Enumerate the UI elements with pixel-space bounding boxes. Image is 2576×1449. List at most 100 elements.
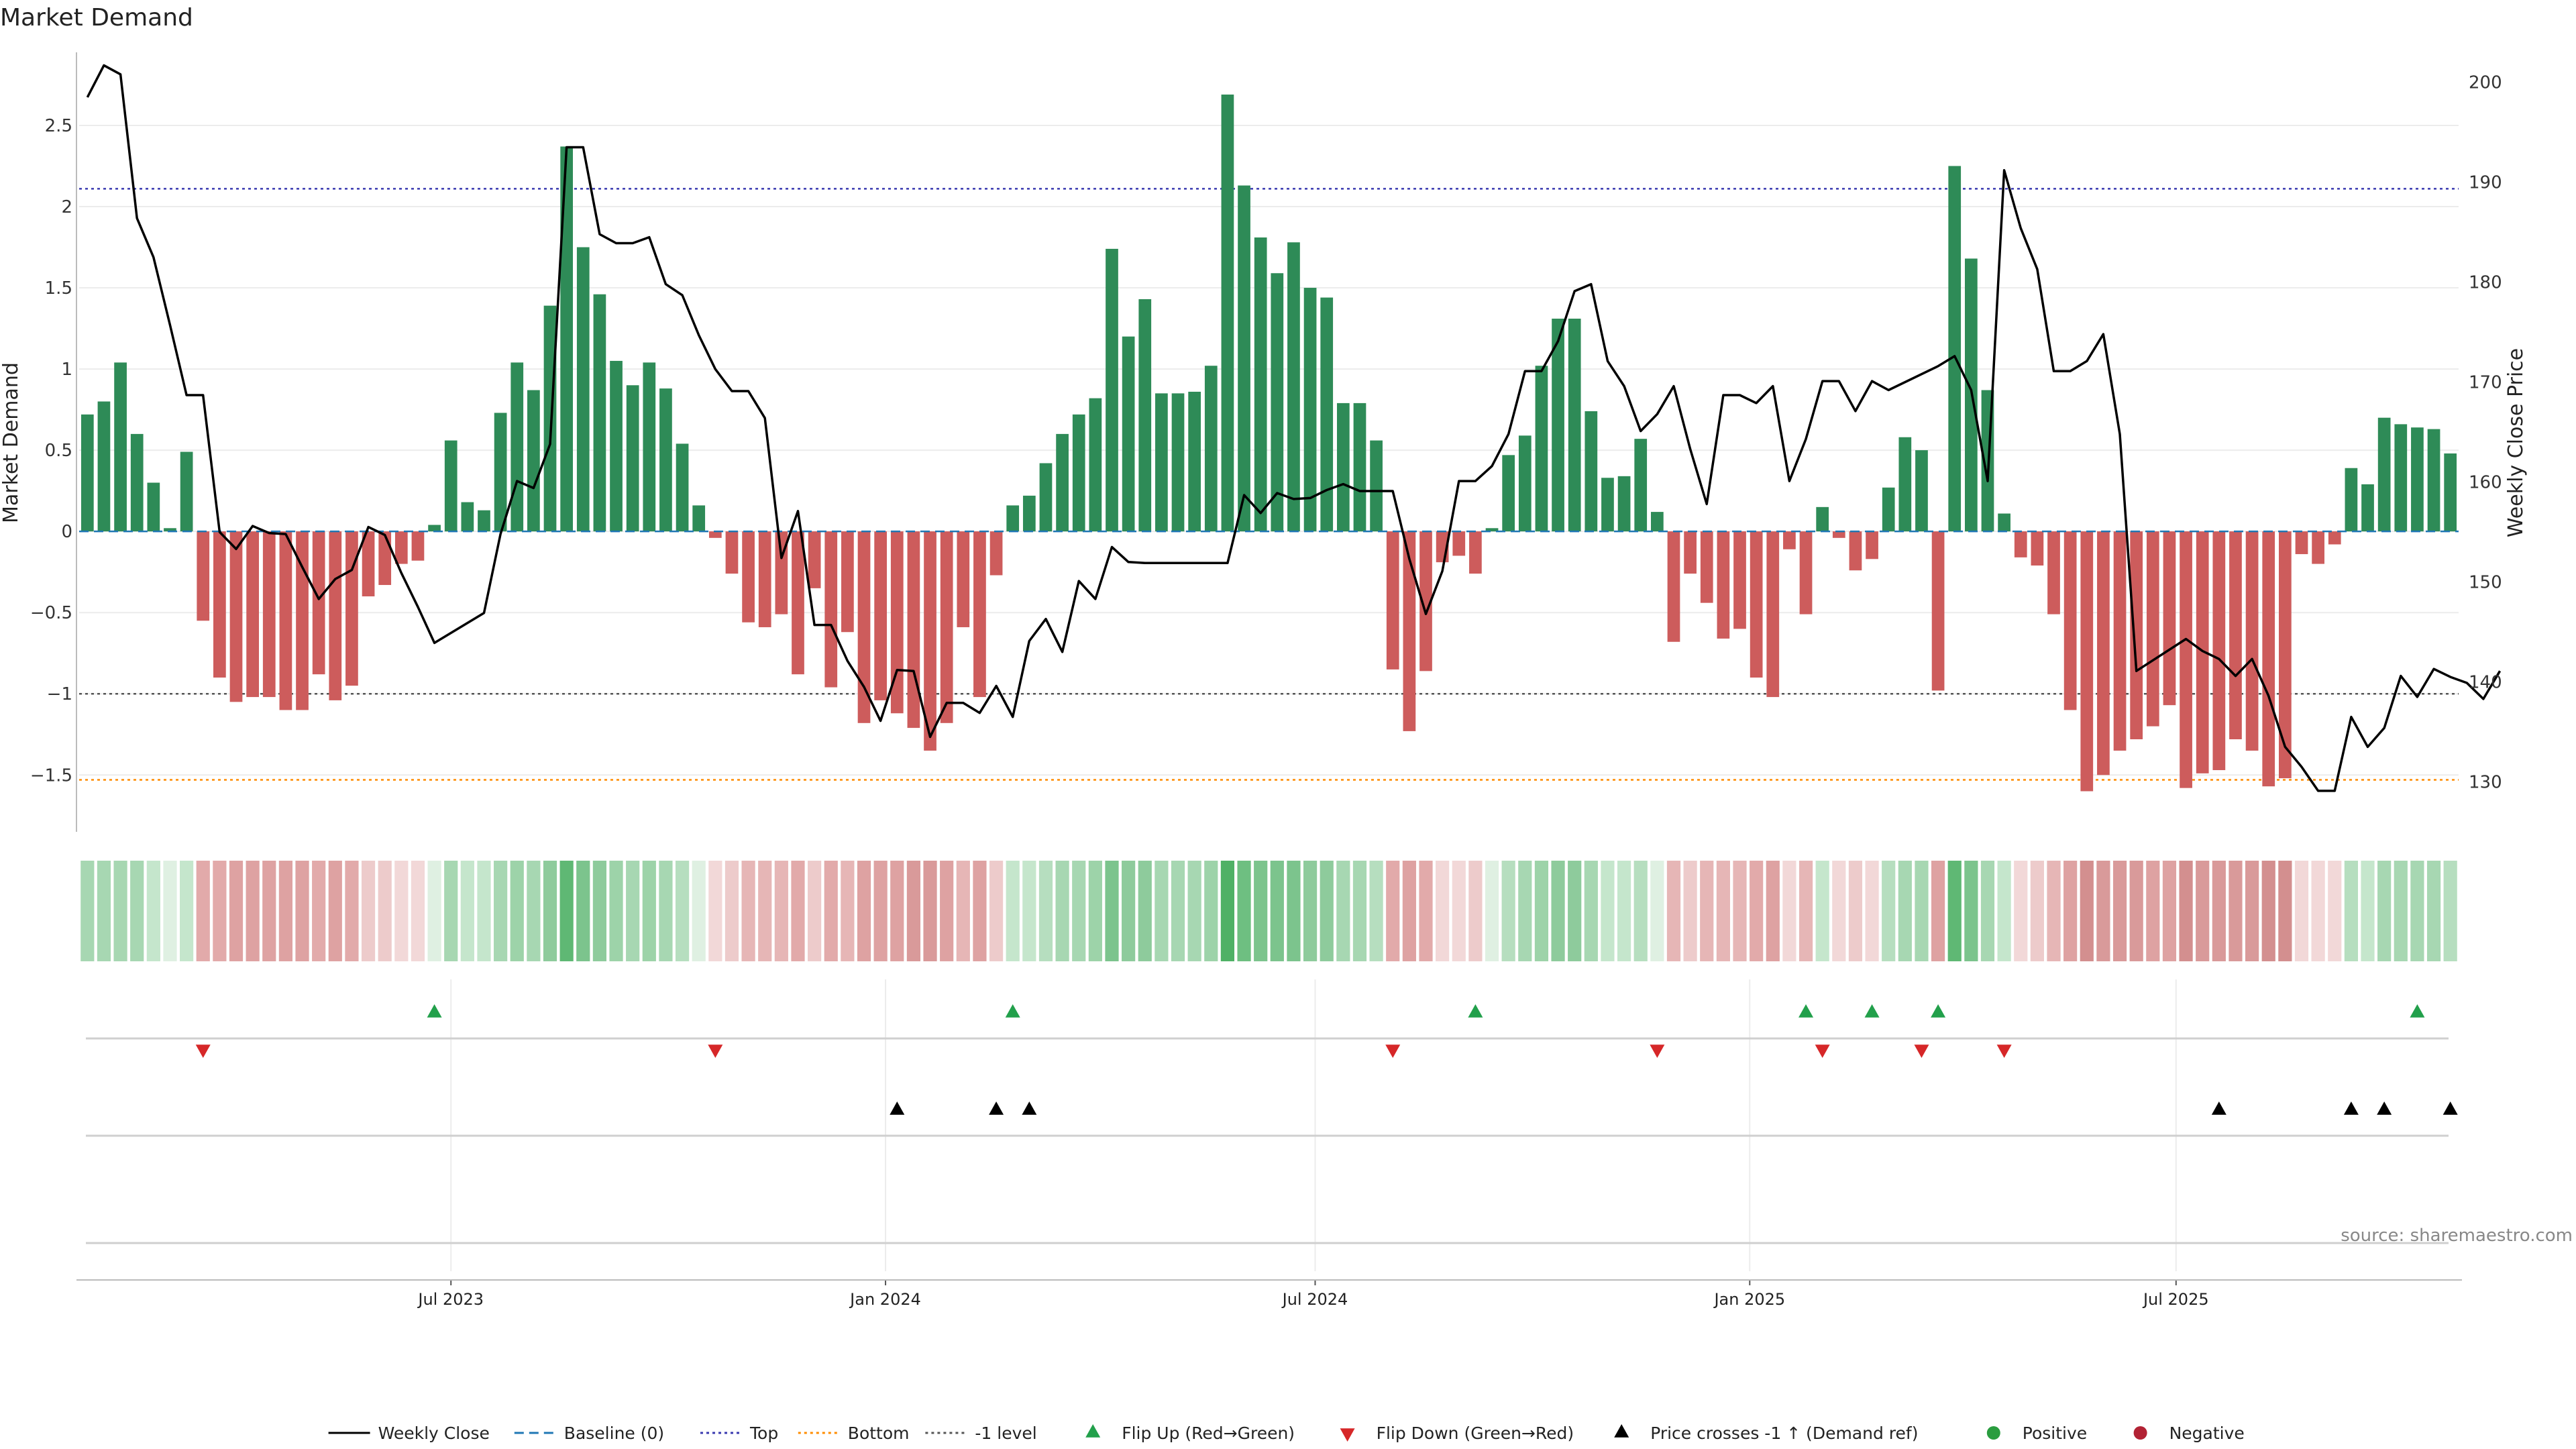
heat-band-cell xyxy=(1386,861,1400,961)
heat-band-cell xyxy=(923,861,937,961)
demand-bar xyxy=(1403,531,1416,731)
heat-band-cell xyxy=(196,861,210,961)
heat-band-cell xyxy=(1187,861,1201,961)
demand-bar xyxy=(543,305,557,532)
heat-band-cell xyxy=(1782,861,1796,961)
heat-band-cell xyxy=(1584,861,1598,961)
heat-band-cell xyxy=(824,861,838,961)
y-tick-label-left: −1.5 xyxy=(30,765,72,786)
demand-bar xyxy=(2163,531,2176,706)
heat-band-cell xyxy=(559,861,574,961)
heat-band-cell xyxy=(1006,861,1020,961)
heat-band-cell xyxy=(2080,861,2094,961)
demand-bar xyxy=(1849,531,1862,571)
heat-band-cell xyxy=(97,861,111,961)
source-note: source: sharemaestro.com xyxy=(2341,1226,2573,1246)
heat-band-cell xyxy=(1633,861,1648,961)
demand-bar xyxy=(1931,531,1945,691)
demand-bar xyxy=(2014,531,2027,557)
demand-bar xyxy=(1022,495,1036,532)
demand-bar xyxy=(1832,531,1845,538)
heat-band-cell xyxy=(394,861,409,961)
demand-bar xyxy=(1336,402,1350,532)
demand-bar xyxy=(1866,531,1878,559)
demand-bar xyxy=(1370,440,1383,532)
demand-heat-band xyxy=(80,861,2457,961)
demand-bar xyxy=(428,525,441,532)
demand-bar xyxy=(2031,531,2044,566)
demand-bar xyxy=(2063,531,2077,710)
heat-band-cell xyxy=(857,861,871,961)
demand-bar xyxy=(1552,319,1564,532)
y-tick-label-left: 1 xyxy=(61,360,72,380)
heat-band-cell xyxy=(1352,861,1367,961)
heat-band-cell xyxy=(1666,861,1681,961)
demand-bar xyxy=(1750,531,1763,678)
demand-bar xyxy=(1617,476,1631,532)
heat-band-cell xyxy=(1551,861,1565,961)
demand-bar xyxy=(1303,288,1317,532)
heat-band-cell xyxy=(2096,861,2110,961)
heat-band-cell xyxy=(130,861,144,961)
demand-bar xyxy=(610,360,623,532)
heat-band-cell xyxy=(1534,861,1549,961)
heat-band-cell xyxy=(328,861,342,961)
heat-band-cell xyxy=(2245,861,2259,961)
y-tick-label-right: 130 xyxy=(2469,773,2502,793)
heat-band-cell xyxy=(113,861,127,961)
legend-label: Positive xyxy=(2023,1424,2087,1443)
demand-bar xyxy=(2113,531,2127,751)
demand-bar xyxy=(1122,336,1135,532)
heat-band-cell xyxy=(312,861,326,961)
legend-item: Negative xyxy=(2133,1424,2245,1443)
demand-bar xyxy=(593,294,606,532)
heat-band-cell xyxy=(2112,861,2127,961)
heat-band-cell xyxy=(1832,861,1846,961)
flip-up-marker xyxy=(427,1004,442,1018)
x-tick-label: Jan 2024 xyxy=(849,1290,921,1309)
demand-bar xyxy=(130,433,144,532)
heat-band-cell xyxy=(2179,861,2193,961)
demand-bar xyxy=(2444,453,2457,532)
heat-band-cell xyxy=(973,861,987,961)
heat-band-cell xyxy=(2146,861,2160,961)
heat-band-cell xyxy=(675,861,690,961)
price-cross-marker xyxy=(989,1102,1004,1115)
demand-bar xyxy=(692,505,706,532)
legend-label: Bottom xyxy=(848,1424,910,1443)
legend-symbol xyxy=(1340,1428,1355,1442)
heat-band-cell xyxy=(1766,861,1780,961)
heat-band-cell xyxy=(1750,861,1764,961)
demand-bar xyxy=(808,531,821,588)
heat-band-cell xyxy=(1270,861,1284,961)
heat-band-cell xyxy=(708,861,722,961)
demand-bar xyxy=(576,247,590,532)
price-cross-marker xyxy=(1022,1102,1037,1115)
demand-bar xyxy=(279,531,292,710)
demand-bar xyxy=(362,531,375,596)
demand-bar xyxy=(1254,237,1267,532)
demand-bar xyxy=(1816,506,1829,532)
heat-band-cell xyxy=(1501,861,1515,961)
heat-band-cell xyxy=(758,861,772,961)
heat-band-cell xyxy=(1022,861,1036,961)
heat-band-cell xyxy=(1138,861,1152,961)
heat-band-cell xyxy=(278,861,292,961)
demand-bar xyxy=(1700,531,1713,603)
heat-band-cell xyxy=(791,861,805,961)
demand-bar xyxy=(147,482,160,532)
heat-band-cell xyxy=(1436,861,1450,961)
demand-bar xyxy=(1106,248,1118,532)
y-tick-label-right: 160 xyxy=(2469,473,2502,493)
heat-band-cell xyxy=(1915,861,1929,961)
heat-band-cell xyxy=(1799,861,1813,961)
flip-up-marker xyxy=(2410,1004,2425,1018)
demand-bar xyxy=(2245,531,2259,751)
demand-bar xyxy=(2377,417,2391,532)
demand-bar xyxy=(1667,531,1680,642)
heat-band-cell xyxy=(378,861,392,961)
demand-bar xyxy=(527,390,540,532)
demand-bar xyxy=(1650,512,1664,532)
legend-item: Positive xyxy=(1986,1424,2087,1443)
demand-bar xyxy=(511,362,524,532)
